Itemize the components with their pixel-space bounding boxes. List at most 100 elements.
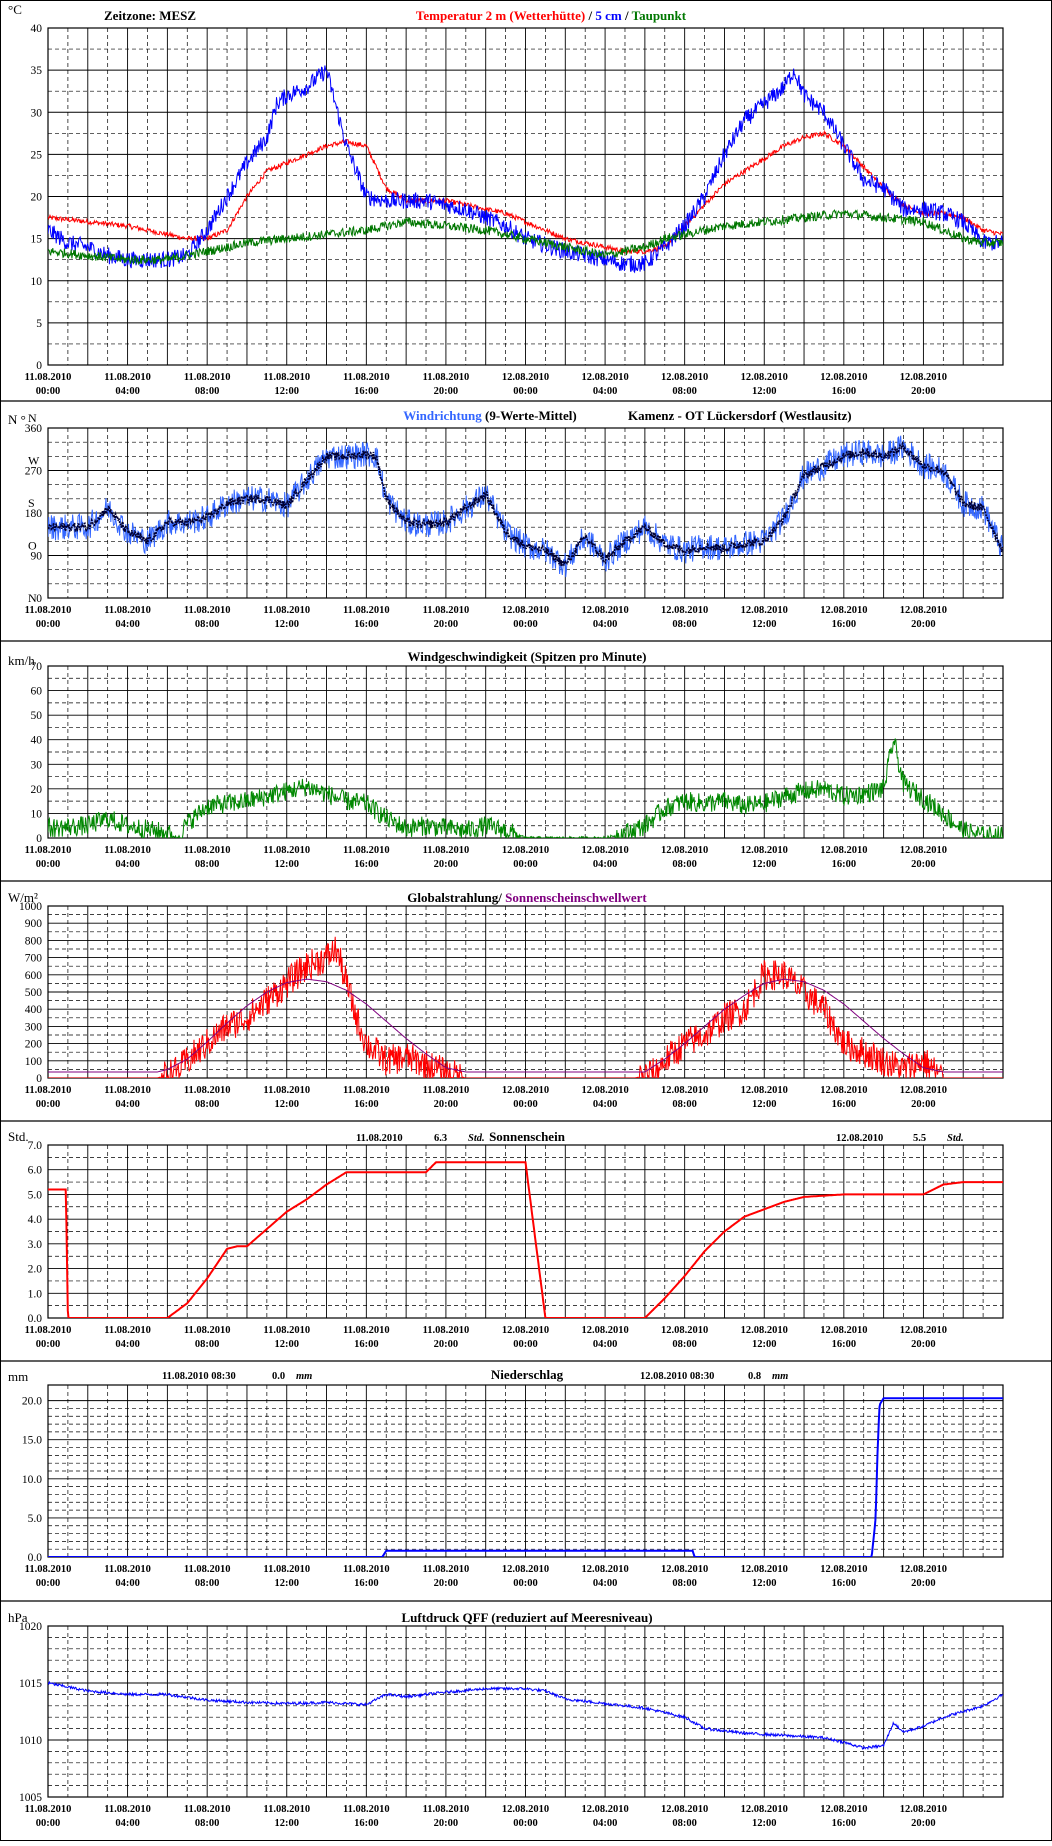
x-tick-date: 12.08.2010	[900, 372, 947, 383]
x-tick-time: 16:00	[354, 1818, 379, 1829]
title-part: /	[585, 8, 595, 23]
x-tick-time: 12:00	[275, 1578, 300, 1589]
title-part: (9-Werte-Mittel)	[482, 408, 577, 423]
series-windrichtung	[48, 435, 1003, 578]
x-tick-time: 08:00	[195, 1339, 220, 1350]
x-tick-time: 08:00	[672, 386, 697, 397]
x-tick-date: 12.08.2010	[820, 605, 867, 616]
series-luftdruck-qff	[48, 1680, 1003, 1751]
summary-value: 6.3	[434, 1133, 447, 1144]
title-part: Windrichtung	[403, 408, 482, 423]
x-tick-time: 04:00	[593, 619, 618, 630]
series-5-cm	[48, 65, 1003, 274]
x-tick-time: 12:00	[275, 619, 300, 630]
summary-unit: mm	[296, 1371, 312, 1382]
x-tick-time: 08:00	[672, 859, 697, 870]
y-tick-label: 0	[36, 360, 42, 372]
plot-frame	[47, 27, 1004, 366]
y-tick-label: 800	[25, 935, 43, 947]
chart-title: Luftdruck QFF (reduziert auf Meeresnivea…	[401, 1610, 652, 1625]
x-tick-date: 12.08.2010	[900, 605, 947, 616]
x-tick-date: 12.08.2010	[502, 1325, 549, 1336]
x-tick-time: 12:00	[275, 1099, 300, 1110]
x-tick-time: 12:00	[275, 859, 300, 870]
x-tick-date: 11.08.2010	[263, 372, 310, 383]
chart-title: Niederschlag	[491, 1367, 564, 1382]
x-tick-time: 00:00	[513, 619, 538, 630]
x-tick-date: 12.08.2010	[581, 605, 628, 616]
x-tick-date: 11.08.2010	[104, 1325, 151, 1336]
y-tick-label: 900	[25, 918, 43, 930]
x-tick-time: 20:00	[911, 386, 936, 397]
x-tick-time: 12:00	[275, 386, 300, 397]
x-tick-time: 16:00	[354, 1339, 379, 1350]
y-tick-label: 400	[25, 1004, 43, 1016]
x-tick-date: 11.08.2010	[184, 1564, 231, 1575]
grid	[47, 27, 1004, 366]
x-tick-time: 00:00	[513, 1578, 538, 1589]
x-tick-date: 11.08.2010	[104, 1085, 151, 1096]
x-tick-time: 08:00	[672, 619, 697, 630]
x-tick-time: 04:00	[115, 859, 140, 870]
x-tick-time: 00:00	[513, 859, 538, 870]
plot-frame	[47, 1144, 1004, 1319]
x-tick-date: 11.08.2010	[343, 1085, 390, 1096]
x-tick-time: 20:00	[434, 1578, 459, 1589]
x-tick-date: 12.08.2010	[820, 845, 867, 856]
x-tick-time: 20:00	[911, 1339, 936, 1350]
y-tick-label: 25	[31, 149, 43, 161]
x-tick-time: 00:00	[36, 1099, 61, 1110]
x-tick-date: 12.08.2010	[900, 845, 947, 856]
y-tick-label: 5	[36, 318, 42, 330]
x-tick-time: 16:00	[832, 1339, 857, 1350]
chart-precipitation: 0.0 5.0 10.0 15.0 20.0 mm Niederschlag 11.08.20…	[0, 1360, 1052, 1589]
x-tick-date: 11.08.2010	[343, 1564, 390, 1575]
x-tick-date: 11.08.2010	[25, 1085, 72, 1096]
x-tick-date: 12.08.2010	[741, 372, 788, 383]
chart-title: Globalstrahlung/ Sonnenscheinschwellwert	[407, 890, 647, 905]
x-tick-date: 12.08.2010	[820, 1325, 867, 1336]
series-sonnenscheinschwellwert	[48, 978, 1003, 1073]
y-tick-label: 10.0	[22, 1474, 42, 1486]
x-tick-date: 12.08.2010	[741, 605, 788, 616]
x-tick-time: 08:00	[195, 1818, 220, 1829]
x-tick-date: 11.08.2010	[263, 1804, 310, 1815]
unit-label: mm	[8, 1369, 28, 1384]
x-tick-date: 11.08.2010	[263, 1564, 310, 1575]
x-tick-time: 16:00	[832, 1818, 857, 1829]
series-globalstrahlung	[48, 936, 1003, 1078]
y-tick-label: 4.0	[28, 1214, 43, 1226]
y-tick-label: 40	[31, 735, 43, 747]
x-tick-date: 11.08.2010	[25, 1804, 72, 1815]
title-part: 5 cm	[595, 8, 622, 23]
y-tick-label: 5.0	[28, 1513, 43, 1525]
y-tick-label: 0.0	[28, 1552, 43, 1564]
x-tick-date: 11.08.2010	[263, 1085, 310, 1096]
x-tick-date: 12.08.2010	[900, 1804, 947, 1815]
x-tick-time: 16:00	[354, 386, 379, 397]
x-tick-date: 11.08.2010	[104, 372, 151, 383]
summary-unit: mm	[772, 1371, 788, 1382]
x-tick-date: 12.08.2010	[900, 1564, 947, 1575]
direction-label: N	[28, 411, 37, 425]
x-tick-time: 08:00	[195, 386, 220, 397]
y-tick-label: 20.0	[22, 1396, 42, 1408]
x-tick-time: 20:00	[434, 1099, 459, 1110]
x-tick-date: 11.08.2010	[423, 1085, 470, 1096]
x-tick-date: 11.08.2010	[263, 1325, 310, 1336]
x-tick-date: 11.08.2010	[423, 1804, 470, 1815]
x-tick-time: 00:00	[36, 386, 61, 397]
summary-value: 5.5	[913, 1133, 926, 1144]
direction-label: S	[28, 496, 35, 510]
x-tick-date: 12.08.2010	[741, 1564, 788, 1575]
x-tick-time: 08:00	[672, 1339, 697, 1350]
x-tick-date: 11.08.2010	[263, 845, 310, 856]
x-tick-date: 11.08.2010	[104, 1564, 151, 1575]
title-part: Luftdruck QFF (reduziert auf Meeresnivea…	[401, 1610, 652, 1625]
grid	[47, 1385, 1004, 1558]
x-tick-date: 12.08.2010	[502, 1564, 549, 1575]
y-tick-label: 6.0	[28, 1165, 43, 1177]
x-tick-time: 00:00	[36, 619, 61, 630]
summary-date: 12.08.2010 08:30	[640, 1371, 714, 1382]
